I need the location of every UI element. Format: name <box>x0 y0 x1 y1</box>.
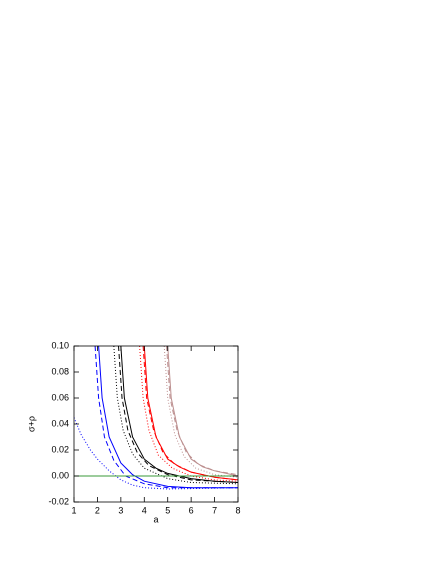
y-tick-label: 0.02 <box>51 444 69 454</box>
series-line <box>142 346 238 481</box>
series-line <box>118 346 238 483</box>
x-tick-label: 5 <box>165 505 170 515</box>
x-tick-label: 8 <box>235 505 240 515</box>
x-tick-label: 1 <box>71 505 76 515</box>
x-tick-label: 4 <box>142 505 147 515</box>
y-tick-label: 0.10 <box>51 340 69 350</box>
series-line <box>166 346 238 476</box>
series-line <box>98 346 238 489</box>
x-tick-label: 3 <box>118 505 123 515</box>
series-line <box>74 417 238 490</box>
plot-frame <box>73 345 239 503</box>
x-tick-label: 7 <box>212 505 217 515</box>
series-line <box>113 346 238 485</box>
series-line <box>139 346 238 482</box>
y-tick-label: 0.06 <box>51 392 69 402</box>
series-line <box>163 346 238 478</box>
plot-lines <box>74 346 238 490</box>
y-tick-label: -0.02 <box>48 496 69 506</box>
x-axis-label: a <box>153 514 158 524</box>
y-tick-label: 0.00 <box>51 470 69 480</box>
x-tick-label: 2 <box>95 505 100 515</box>
series-line <box>167 346 238 477</box>
series-line <box>94 346 238 489</box>
y-tick-label: 0.08 <box>51 366 69 376</box>
series-line <box>143 346 238 481</box>
y-axis-label: σ+ρ <box>26 416 36 432</box>
series-line <box>120 346 238 483</box>
x-tick-label: 6 <box>189 505 194 515</box>
y-tick-label: 0.04 <box>51 418 69 428</box>
